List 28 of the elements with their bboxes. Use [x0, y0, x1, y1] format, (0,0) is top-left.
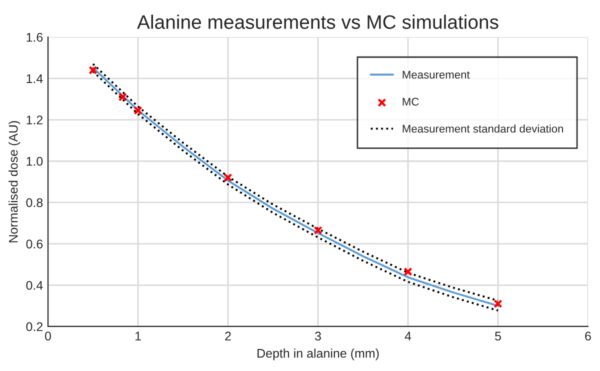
point — [404, 267, 412, 276]
point — [224, 173, 232, 182]
legend-label: Measurement standard deviation — [402, 124, 564, 133]
y-tick-label: 0.8 — [26, 198, 43, 208]
legend-label: Measurement — [402, 70, 470, 79]
point — [134, 106, 142, 115]
x-axis-title: Depth in alanine (mm) — [258, 348, 379, 360]
y-tick-label: 1.0 — [26, 156, 43, 166]
x-tick-label: 4 — [404, 332, 412, 340]
y-axis-title: Normalised dose (AU) — [8, 121, 20, 242]
y-tick-label: 0.2 — [26, 322, 43, 332]
point — [88, 66, 98, 75]
legend-label: MC — [402, 98, 419, 106]
point — [118, 92, 128, 102]
y-tick-label: 1.6 — [26, 32, 43, 42]
y-tick-label: 0.4 — [26, 280, 43, 290]
x-tick-label: 0 — [45, 332, 51, 341]
x-tick-label: 5 — [495, 332, 501, 341]
x-tick-label: 1 — [135, 332, 141, 340]
point — [314, 226, 322, 235]
y-tick-label: 0.6 — [26, 240, 43, 248]
x-tick-label: 6 — [585, 332, 591, 341]
point — [494, 299, 502, 308]
x-tick-label: 2 — [225, 332, 231, 340]
chart-title: Alanine measurements vs MC simulations — [137, 14, 498, 29]
x-tick-label: 3 — [315, 332, 321, 341]
y-tick-label: 1.2 — [26, 116, 43, 124]
y-tick-label: 1.4 — [26, 74, 43, 83]
